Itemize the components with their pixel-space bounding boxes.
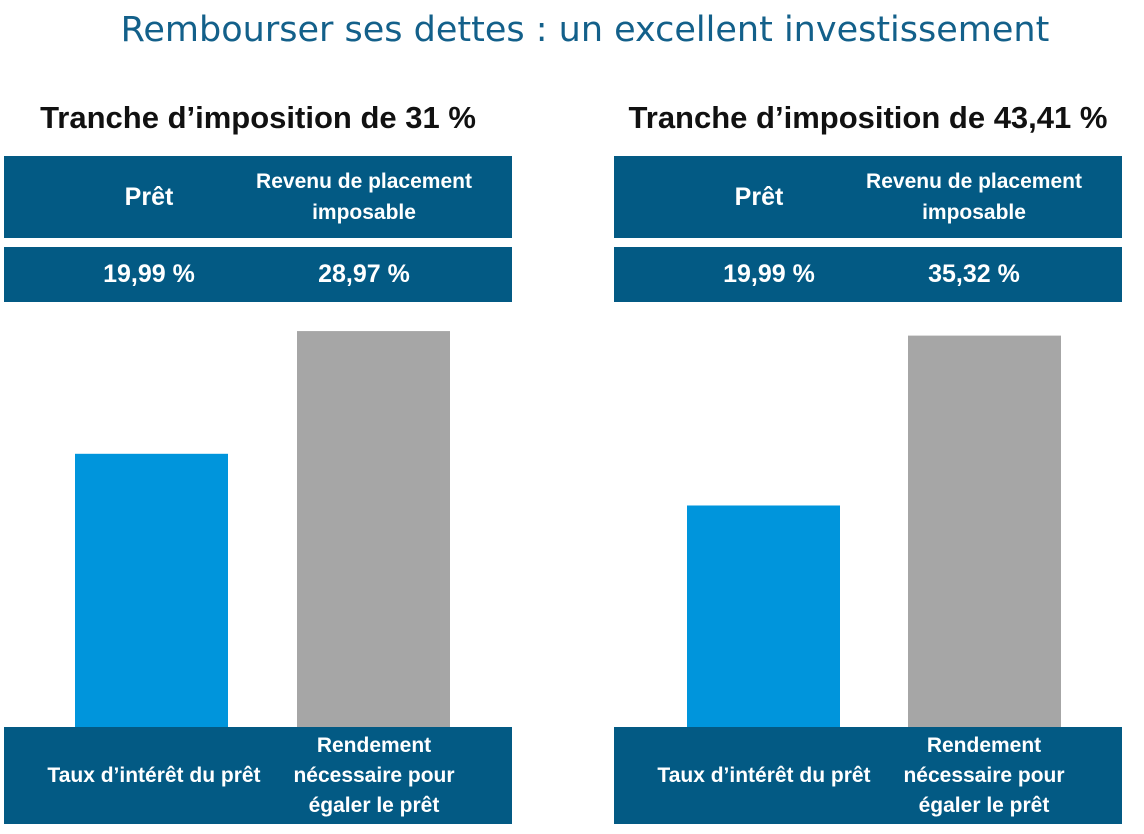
category-label-required-yield: Rendement nécessaire pour égaler le prêt bbox=[293, 733, 455, 817]
values-band: 19,99 % 28,97 % bbox=[4, 247, 512, 302]
bar-required-yield bbox=[908, 335, 1061, 727]
header-taxable-income: Revenu de placement imposable bbox=[256, 170, 472, 224]
value-label-loan: 19,99 % bbox=[723, 260, 815, 288]
bar-loan-interest bbox=[75, 453, 228, 727]
value-label-loan: 19,99 % bbox=[103, 260, 195, 288]
bar-plot bbox=[4, 300, 512, 727]
header-loan: Prêt bbox=[734, 182, 784, 211]
header-loan: Prêt bbox=[124, 182, 174, 211]
header-band: Prêt Revenu de placement imposable bbox=[4, 156, 512, 238]
bar-chart-svg bbox=[75, 331, 450, 727]
header-band: Prêt Revenu de placement imposable bbox=[614, 156, 1122, 238]
panel-title: Tranche d’imposition de 31 % bbox=[40, 100, 476, 135]
footer-band: Taux d’intérêt du prêt Rendement nécessa… bbox=[614, 727, 1122, 824]
chart-panel-31: Tranche d’imposition de 31 % Prêt Revenu… bbox=[4, 0, 512, 834]
header-taxable-income: Revenu de placement imposable bbox=[866, 170, 1082, 224]
category-label-loan-interest: Taux d’intérêt du prêt bbox=[657, 763, 871, 787]
category-label-required-yield: Rendement nécessaire pour égaler le prêt bbox=[903, 733, 1065, 817]
bar-chart-svg bbox=[687, 335, 1061, 727]
category-label-loan-interest: Taux d’intérêt du prêt bbox=[47, 763, 261, 787]
bar-loan-interest bbox=[687, 505, 840, 727]
values-band: 19,99 % 35,32 % bbox=[614, 247, 1122, 302]
value-label-required-yield: 35,32 % bbox=[928, 260, 1020, 288]
bar-required-yield bbox=[297, 331, 450, 727]
bar-plot bbox=[614, 300, 1122, 727]
footer-band: Taux d’intérêt du prêt Rendement nécessa… bbox=[4, 727, 512, 824]
value-label-required-yield: 28,97 % bbox=[318, 260, 410, 288]
chart-panel-43-41: Tranche d’imposition de 43,41 % Prêt Rev… bbox=[614, 0, 1122, 834]
page-title: Rembourser ses dettes : un excellent inv… bbox=[120, 10, 1050, 50]
panel-title: Tranche d’imposition de 43,41 % bbox=[628, 100, 1108, 135]
